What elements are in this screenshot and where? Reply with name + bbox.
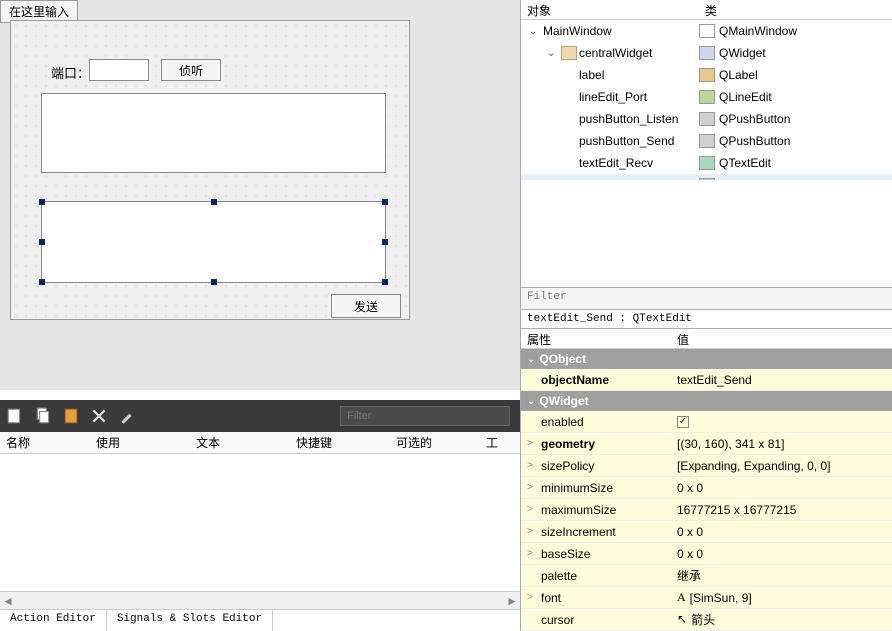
property-header: 属性 值 [521, 329, 892, 349]
object-inspector-header: 对象 类 [521, 0, 892, 20]
action-column-headers: 名称 使用 文本 快捷键 可选的 工 [0, 432, 520, 454]
action-filter-input[interactable] [340, 406, 510, 426]
bottom-tabs: Action Editor Signals & Slots Editor [0, 609, 520, 631]
property-row[interactable]: palette继承 [521, 565, 892, 587]
new-action-icon[interactable] [6, 407, 24, 425]
property-row[interactable]: enabled✓ [521, 411, 892, 433]
tree-row[interactable]: ⌄centralWidgetQWidget [521, 42, 892, 64]
textedit-send-selected[interactable] [41, 201, 386, 283]
tab-signals-slots[interactable]: Signals & Slots Editor [107, 610, 273, 631]
col-used[interactable]: 使用 [90, 434, 190, 451]
property-filter-input[interactable]: Filter [521, 287, 892, 309]
header-value[interactable]: 值 [671, 329, 695, 348]
tree-row[interactable]: textEdit_RecvQTextEdit [521, 152, 892, 174]
col-tooltip[interactable]: 工 [480, 434, 520, 451]
listen-button[interactable]: 侦听 [161, 59, 221, 81]
tree-row[interactable]: pushButton_ListenQPushButton [521, 108, 892, 130]
property-row[interactable]: >fontA [SimSun, 9] [521, 587, 892, 609]
property-row[interactable]: >geometry[(30, 160), 341 x 81] [521, 433, 892, 455]
header-property[interactable]: 属性 [521, 329, 671, 348]
tree-row[interactable]: ⌄MainWindowQMainWindow [521, 20, 892, 42]
form-background[interactable]: 端口： 侦听 发送 [10, 20, 410, 320]
property-row[interactable]: >maximumSize16777215 x 16777215 [521, 499, 892, 521]
tree-row[interactable]: lineEdit_PortQLineEdit [521, 86, 892, 108]
action-editor-toolbar [0, 400, 520, 432]
property-row[interactable]: >minimumSize0 x 0 [521, 477, 892, 499]
col-checkable[interactable]: 可选的 [390, 434, 480, 451]
property-list: ⌄QObjectobjectNametextEdit_Send⌄QWidgete… [521, 349, 892, 631]
property-row[interactable]: >sizeIncrement0 x 0 [521, 521, 892, 543]
col-shortcut[interactable]: 快捷键 [290, 434, 390, 451]
configure-icon[interactable] [118, 407, 136, 425]
send-button[interactable]: 发送 [331, 294, 401, 318]
col-name[interactable]: 名称 [0, 434, 90, 451]
property-row[interactable]: >sizePolicy[Expanding, Expanding, 0, 0] [521, 455, 892, 477]
copy-action-icon[interactable] [34, 407, 52, 425]
textedit-recv[interactable] [41, 93, 386, 173]
port-label: 端口： [51, 63, 90, 82]
selected-object-title: textEdit_Send : QTextEdit [521, 309, 892, 329]
port-input[interactable] [89, 59, 149, 81]
tree-row[interactable]: pushButton_SendQPushButton [521, 130, 892, 152]
horizontal-scrollbar[interactable]: ◄ ► [0, 591, 520, 609]
header-class[interactable]: 类 [699, 0, 723, 19]
action-list-empty [0, 454, 520, 591]
header-object[interactable]: 对象 [521, 0, 699, 19]
property-row[interactable]: objectNametextEdit_Send [521, 369, 892, 391]
property-row[interactable]: cursor↖ 箭头 [521, 609, 892, 631]
delete-action-icon[interactable] [90, 407, 108, 425]
form-designer-canvas[interactable]: 在这里输入 端口： 侦听 发送 [0, 0, 520, 390]
paste-action-icon[interactable] [62, 407, 80, 425]
object-tree[interactable]: ⌄MainWindowQMainWindow⌄centralWidgetQWid… [521, 20, 892, 180]
property-row[interactable]: >baseSize0 x 0 [521, 543, 892, 565]
col-text[interactable]: 文本 [190, 434, 290, 451]
tree-row[interactable]: labelQLabel [521, 64, 892, 86]
property-group[interactable]: ⌄QWidget [521, 391, 892, 411]
tab-action-editor[interactable]: Action Editor [0, 610, 107, 631]
property-group[interactable]: ⌄QObject [521, 349, 892, 369]
